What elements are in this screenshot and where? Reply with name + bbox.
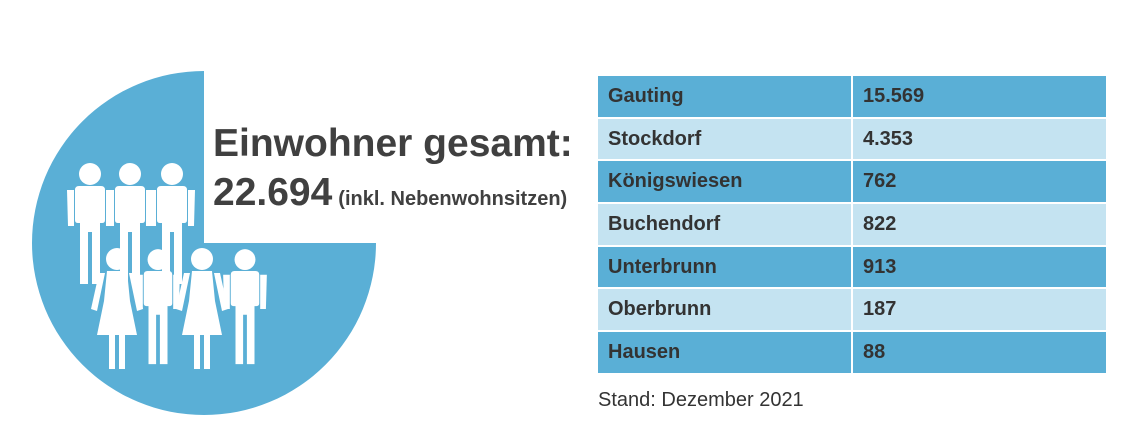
headline-title: Einwohner gesamt: [213, 122, 573, 165]
table-row: Gauting 15.569 [596, 74, 1108, 119]
district-population: 15.569 [851, 74, 1108, 119]
district-population: 88 [851, 330, 1108, 375]
table-row: Hausen 88 [596, 330, 1108, 375]
district-name: Stockdorf [596, 116, 853, 162]
population-table: Gauting 15.569 Stockdorf 4.353 Königswiesen 7… [596, 74, 1108, 375]
people-group-icon [67, 163, 267, 369]
district-population: 187 [851, 287, 1108, 333]
district-name: Oberbrunn [596, 287, 853, 333]
table-row: Stockdorf 4.353 [596, 116, 1108, 162]
district-population: 822 [851, 202, 1108, 247]
headline: Einwohner gesamt: 22.694 (inkl. Nebenwohn… [213, 121, 573, 223]
district-population: 913 [851, 244, 1108, 290]
stand-date: Stand: Dezember 2021 [598, 389, 804, 411]
table-row: Buchendorf 822 [596, 202, 1108, 247]
population-graphic [32, 71, 376, 415]
district-population: 4.353 [851, 116, 1108, 162]
district-name: Hausen [596, 330, 853, 375]
district-name: Königswiesen [596, 159, 853, 205]
total-population: 22.694 [213, 171, 333, 214]
total-note: (inkl. Nebenwohnsitzen) [338, 188, 568, 210]
table-row: Unterbrunn 913 [596, 244, 1108, 290]
district-name: Buchendorf [596, 202, 853, 247]
headline-total-line: 22.694 (inkl. Nebenwohnsitzen) [213, 171, 573, 223]
table-row: Oberbrunn 187 [596, 287, 1108, 333]
district-name: Unterbrunn [596, 244, 853, 290]
district-population: 762 [851, 159, 1108, 205]
district-name: Gauting [596, 74, 853, 119]
table-row: Königswiesen 762 [596, 159, 1108, 205]
